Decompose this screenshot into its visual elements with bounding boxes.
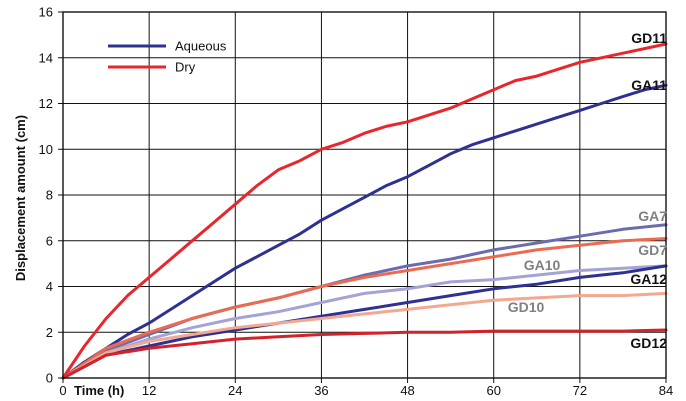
legend: Aqueous Dry [108, 39, 227, 75]
x-tick-label: 0 [59, 383, 66, 398]
series-line-gd10 [61, 291, 668, 380]
series-label-ga10: GA10 [524, 257, 561, 273]
series-label-ga12: GA12 [630, 271, 667, 287]
y-tick-label: 14 [39, 50, 53, 65]
series-label-ga11: GA11 [631, 77, 667, 93]
x-tick-label: 12 [142, 383, 156, 398]
x-tick-label: 72 [573, 383, 587, 398]
series-label-gd11: GD11 [631, 30, 667, 46]
series-line-ga12 [61, 264, 668, 380]
series-lines [61, 42, 668, 380]
y-tick-label: 2 [46, 325, 53, 340]
x-tick-label: 48 [400, 383, 414, 398]
x-tick-label: 84 [659, 383, 673, 398]
series-label-gd10: GD10 [508, 299, 545, 315]
series-line-ga11 [61, 83, 668, 380]
y-tick-label: 8 [46, 188, 53, 203]
axes [58, 11, 667, 383]
y-tick-label: 0 [46, 371, 53, 386]
y-axis-label: Displacement amount (cm) [13, 115, 28, 281]
x-tick-label: 24 [228, 383, 242, 398]
legend-label-dry: Dry [175, 60, 196, 75]
y-tick-label: 4 [46, 279, 53, 294]
x-axis-label: Time (h) [74, 383, 124, 398]
series-label-ga7: GA7 [638, 208, 667, 224]
legend-label-aqueous: Aqueous [175, 39, 227, 54]
series-line-gd12 [61, 328, 668, 380]
x-tick-label: 36 [314, 383, 328, 398]
series-labels: GD11 GA11 GA7 GD7 GA10 GA12 GD10 GD12 [508, 30, 667, 351]
series-line-gd11 [61, 42, 668, 380]
series-label-gd7: GD7 [638, 242, 667, 258]
x-tick-label: 60 [486, 383, 500, 398]
grid [63, 12, 666, 378]
y-tick-label: 12 [39, 96, 53, 111]
y-tick-label: 16 [39, 5, 53, 20]
series-line-ga7 [61, 223, 668, 380]
series-line-gd7 [61, 237, 668, 380]
series-line-ga10 [61, 264, 668, 380]
series-label-gd12: GD12 [630, 335, 667, 351]
y-tick-label: 10 [39, 142, 53, 157]
y-tick-label: 6 [46, 233, 53, 248]
